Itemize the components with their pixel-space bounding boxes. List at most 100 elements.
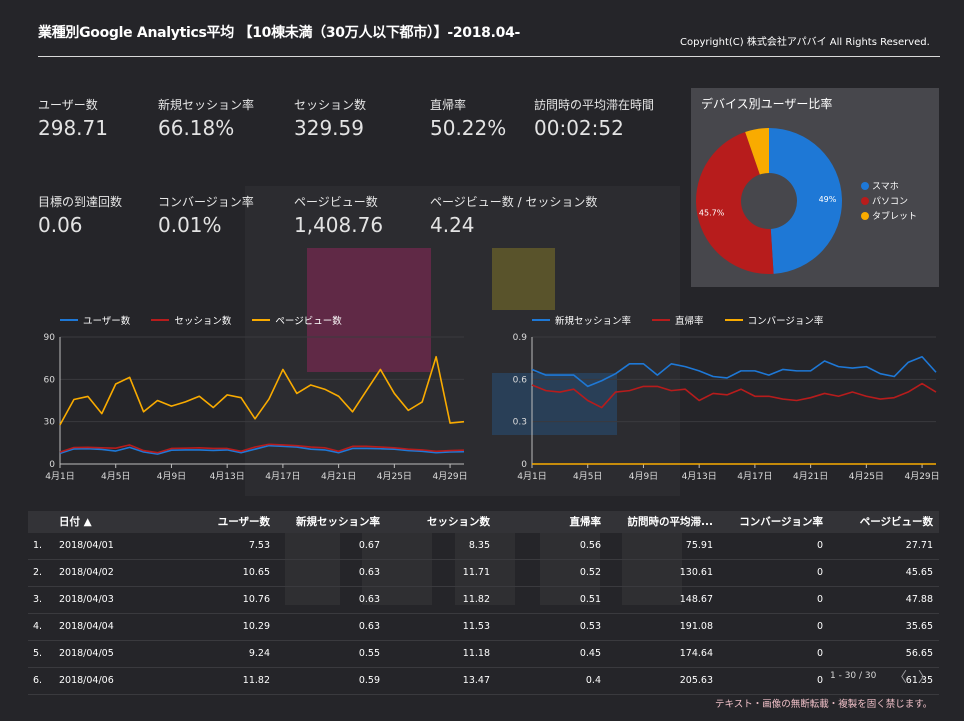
pie-slice-tablet bbox=[745, 128, 769, 175]
kpi-label: 新規セッション率 bbox=[158, 98, 255, 112]
watermark-square-magenta bbox=[307, 248, 431, 372]
column-header-pageviews[interactable]: ページビュー数 bbox=[859, 516, 933, 528]
table-row[interactable]: 6. 2018/04/06 11.82 0.59 13.47 0.4 205.63 0 61.3… bbox=[28, 668, 939, 695]
x-tick-label: 4月25日 bbox=[377, 471, 412, 482]
cell-new-session-rate: 0.67 bbox=[358, 540, 380, 551]
legend-item-bounce-rate[interactable]: 直帰率 bbox=[652, 313, 704, 327]
kpi-pages-per-session: ページビュー数 / セッション数 4.24 bbox=[430, 193, 597, 237]
cell-bounce-rate: 0.4 bbox=[585, 675, 601, 686]
x-tick-label: 4月17日 bbox=[265, 471, 300, 482]
pie-data-label: 45.7% bbox=[699, 209, 725, 218]
next-page-icon[interactable]: 〉 bbox=[918, 670, 932, 686]
table-row[interactable]: 4. 2018/04/04 10.29 0.63 11.53 0.53 191.08 0 35.… bbox=[28, 614, 939, 641]
kpi-value: 50.22% bbox=[430, 116, 507, 140]
cell-new-session-rate: 0.59 bbox=[358, 675, 380, 686]
series-line-0 bbox=[59, 444, 465, 455]
cell-bounce-rate: 0.56 bbox=[579, 540, 601, 551]
rate-line-chart: 0 0.3 0.6 0.9 4月1日 4月5日 4月9日 4月13日 4月17日 4月21日 4月2… bbox=[513, 333, 940, 482]
chart2-legend: 新規セッション率 直帰率 コンバージョン率 bbox=[532, 313, 841, 327]
kpi-label: 直帰率 bbox=[430, 98, 467, 112]
cell-date: 2018/04/03 bbox=[59, 594, 114, 605]
table-row[interactable]: 1. 2018/04/01 7.53 0.67 8.35 0.56 75.91 0 27.71 bbox=[28, 533, 939, 560]
cell-users: 10.65 bbox=[242, 567, 270, 578]
table-row[interactable]: 5. 2018/04/05 9.24 0.55 11.18 0.45 174.64 0 56.6… bbox=[28, 641, 939, 668]
cell-sessions: 11.71 bbox=[462, 567, 490, 578]
cell-pageviews: 45.65 bbox=[905, 567, 933, 578]
kpi-label: ユーザー数 bbox=[38, 98, 98, 112]
kpi-label: コンバージョン率 bbox=[158, 195, 254, 209]
table-row[interactable]: 2. 2018/04/02 10.65 0.63 11.71 0.52 130.61 0 45.… bbox=[28, 560, 939, 587]
pie-legend-tablet[interactable]: タブレット bbox=[861, 209, 917, 222]
y-tick-label: 0 bbox=[521, 460, 527, 470]
cell-sessions: 8.35 bbox=[468, 540, 490, 551]
legend-line-icon bbox=[532, 319, 550, 321]
cell-bounce-rate: 0.53 bbox=[579, 621, 601, 632]
column-header-conversion-rate[interactable]: コンバージョン率 bbox=[739, 516, 823, 528]
legend-item-sessions[interactable]: セッション数 bbox=[151, 313, 231, 327]
legend-item-conversion-rate[interactable]: コンバージョン率 bbox=[724, 313, 823, 327]
y-tick-label: 60 bbox=[44, 375, 56, 385]
cell-sessions: 11.18 bbox=[462, 648, 490, 659]
pie-legend-mobile[interactable]: スマホ bbox=[861, 179, 899, 192]
cell-new-session-rate: 0.55 bbox=[358, 648, 380, 659]
legend-item-pageviews[interactable]: ページビュー数 bbox=[252, 313, 342, 327]
watermark-square-olive bbox=[492, 248, 555, 310]
column-header-bounce-rate[interactable]: 直帰率 bbox=[569, 516, 602, 528]
footer-notice: テキスト・画像の無断転載・複製を固く禁じます。 bbox=[715, 699, 933, 710]
copyright-text: Copyright(C) 株式会社アパバイ All Rights Reserve… bbox=[680, 37, 930, 48]
pie-data-label: 49% bbox=[819, 195, 837, 204]
kpi-bounce-rate: 直帰率 50.22% bbox=[430, 96, 506, 140]
cell-date: 2018/04/05 bbox=[59, 648, 114, 659]
column-header-avg-duration[interactable]: 訪問時の平均滞... bbox=[627, 516, 713, 528]
cell-index: 4. bbox=[33, 621, 43, 632]
x-tick-label: 4月1日 bbox=[517, 471, 546, 482]
cell-date: 2018/04/01 bbox=[59, 540, 114, 551]
legend-label: ページビュー数 bbox=[275, 316, 342, 327]
legend-label: セッション数 bbox=[174, 316, 232, 327]
cell-conversion-rate: 0 bbox=[816, 648, 823, 659]
y-tick-label: 0.6 bbox=[513, 375, 528, 385]
legend-line-icon bbox=[252, 319, 271, 321]
prev-page-icon[interactable]: 〈 bbox=[893, 670, 907, 686]
kpi-label: ページビュー数 bbox=[294, 195, 378, 209]
cell-bounce-rate: 0.51 bbox=[579, 594, 601, 605]
kpi-label: 目標の到達回数 bbox=[38, 195, 123, 209]
x-tick-label: 4月21日 bbox=[321, 471, 356, 482]
legend-dot-icon bbox=[861, 197, 869, 205]
column-header-users[interactable]: ユーザー数 bbox=[217, 516, 270, 528]
column-header-date[interactable]: 日付 ▲ bbox=[59, 516, 92, 528]
cell-index: 2. bbox=[33, 567, 43, 578]
legend-item-users[interactable]: ユーザー数 bbox=[60, 313, 130, 327]
kpi-new-session-rate: 新規セッション率 66.18% bbox=[158, 96, 254, 140]
device-pie-panel: デバイス別ユーザー比率 49% 45.7% スマホ パソコン タブレット bbox=[691, 88, 939, 287]
cell-users: 10.76 bbox=[242, 594, 270, 605]
series-line-2 bbox=[59, 355, 465, 426]
kpi-value: 329.59 bbox=[294, 116, 364, 140]
cell-users: 11.82 bbox=[242, 675, 270, 686]
header-divider bbox=[38, 56, 940, 57]
table-header-row: 日付 ▲ ユーザー数 新規セッション率 セッション数 直帰率 訪問時の平均滞..… bbox=[28, 511, 939, 533]
cell-index: 1. bbox=[33, 540, 43, 551]
cell-pageviews: 61.35 bbox=[905, 675, 933, 686]
legend-item-new-session-rate[interactable]: 新規セッション率 bbox=[532, 313, 631, 327]
cell-users: 9.24 bbox=[248, 648, 270, 659]
cell-sessions: 11.82 bbox=[462, 594, 490, 605]
table-row[interactable]: 3. 2018/04/03 10.76 0.63 11.82 0.51 148.67 0 47.… bbox=[28, 587, 939, 614]
column-header-sessions[interactable]: セッション数 bbox=[427, 516, 490, 528]
pie-title: デバイス別ユーザー比率 bbox=[701, 97, 833, 111]
cell-users: 10.29 bbox=[242, 621, 270, 632]
y-tick-label: 0.3 bbox=[513, 418, 527, 428]
legend-label: 直帰率 bbox=[675, 316, 704, 327]
cell-conversion-rate: 0 bbox=[816, 540, 823, 551]
cell-avg-duration: 130.61 bbox=[679, 567, 713, 578]
kpi-label: セッション数 bbox=[294, 98, 367, 112]
cell-conversion-rate: 0 bbox=[816, 567, 823, 578]
legend-dot-icon bbox=[861, 212, 869, 220]
cell-new-session-rate: 0.63 bbox=[358, 594, 380, 605]
column-header-new-session-rate[interactable]: 新規セッション率 bbox=[296, 516, 380, 528]
cell-avg-duration: 174.64 bbox=[679, 648, 713, 659]
pie-legend-pc[interactable]: パソコン bbox=[861, 194, 908, 207]
kpi-users: ユーザー数 298.71 bbox=[38, 96, 108, 140]
y-tick-label: 0 bbox=[49, 460, 55, 470]
x-tick-label: 4月29日 bbox=[432, 471, 467, 482]
